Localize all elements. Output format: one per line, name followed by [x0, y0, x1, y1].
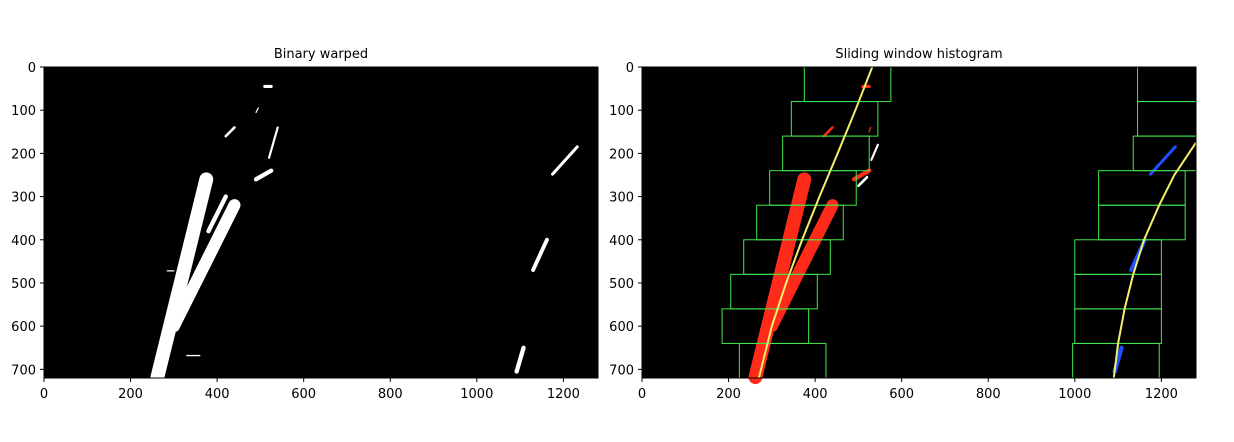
sliding-window-x-tick-label: 200 — [716, 387, 741, 402]
binary-warped-x-tick-label: 200 — [118, 387, 143, 402]
binary-warped-y-tick-label: 500 — [11, 277, 36, 292]
binary-warped-y-tick-label: 300 — [11, 191, 36, 206]
lane-pixel-blob — [206, 194, 228, 234]
binary-warped-x-tick-label: 1200 — [547, 387, 580, 402]
binary-warped-panel: Binary warped 0 200 400 600 800 1000 1200 0 100… — [11, 47, 599, 402]
sliding-window-x-tick-label: 400 — [803, 387, 828, 402]
binary-warped-y-tick-label: 600 — [11, 320, 36, 335]
sliding-window-x-tick-label: 1200 — [1145, 387, 1178, 402]
sliding-window-frame — [641, 66, 1197, 379]
binary-warped-x-tick-label: 1000 — [460, 387, 493, 402]
lane-pixel-blob — [253, 168, 274, 182]
sliding-window-title: Sliding window histogram — [835, 47, 1002, 62]
sliding-window-y-tick-label: 500 — [609, 277, 634, 292]
binary-warped-pixels — [150, 84, 579, 385]
lane-pixel-blob — [531, 237, 549, 272]
binary-warped-x-tick-label: 800 — [378, 387, 403, 402]
lane-pixel-blob — [167, 199, 241, 333]
sliding-window-panel: Sliding window histogram 0 200 400 600 800 10… — [609, 47, 1197, 402]
lane-pixel-blob — [224, 126, 236, 138]
left-lane-pixel-blob — [765, 199, 839, 333]
right-lane-fit-curve — [1112, 142, 1197, 379]
sliding-window-y-tick-label: 400 — [609, 234, 634, 249]
lane-pixel-blob — [514, 345, 526, 374]
sliding-window-y-tick-label: 0 — [626, 61, 634, 76]
sliding-windows — [721, 66, 1197, 379]
sliding-window-y-tick-label: 200 — [609, 147, 634, 162]
binary-warped-y-tick-label: 700 — [11, 363, 36, 378]
sliding-window-x-ticks: 0 200 400 600 800 1000 1200 — [638, 378, 1178, 402]
binary-warped-x-tick-label: 600 — [291, 387, 316, 402]
sliding-window-image-background — [642, 67, 1196, 378]
sliding-window-y-tick-label: 300 — [609, 191, 634, 206]
binary-warped-x-ticks: 0 200 400 600 800 1000 1200 — [40, 378, 580, 402]
binary-warped-frame — [43, 66, 599, 379]
sliding-window-y-tick-label: 100 — [609, 104, 634, 119]
binary-warped-y-tick-label: 200 — [11, 147, 36, 162]
sliding-window-y-ticks: 0 100 200 300 400 500 600 700 — [609, 61, 642, 378]
binary-warped-y-ticks: 0 100 200 300 400 500 600 700 — [11, 61, 44, 378]
lane-pixel-blob — [267, 126, 279, 159]
lane-pixel-blob — [255, 107, 259, 114]
sliding-window-x-tick-label: 600 — [889, 387, 914, 402]
left-lane-pixel-blob — [822, 126, 834, 138]
polynomial-fits — [757, 66, 1197, 379]
binary-warped-y-tick-label: 0 — [28, 61, 36, 76]
left-lane-pixel-blob — [748, 172, 812, 385]
sliding-window-x-tick-label: 800 — [976, 387, 1001, 402]
right-lane-pixel-blob — [1149, 145, 1177, 176]
binary-warped-y-tick-label: 400 — [11, 234, 36, 249]
binary-warped-y-tick-label: 100 — [11, 104, 36, 119]
sliding-window-y-tick-label: 600 — [609, 320, 634, 335]
sliding-window-pixels — [748, 84, 1177, 385]
lane-pixel-blob — [150, 172, 214, 385]
sliding-window-x-tick-label: 0 — [638, 387, 646, 402]
lane-pixel-blob — [551, 145, 579, 176]
left-lane-fit-curve — [757, 66, 874, 379]
binary-warped-x-tick-label: 400 — [205, 387, 230, 402]
left-lane-pixel-blob — [868, 126, 872, 133]
binary-warped-x-tick-label: 0 — [40, 387, 48, 402]
binary-warped-image-background — [44, 67, 598, 378]
sliding-window-x-tick-label: 1000 — [1058, 387, 1091, 402]
unassigned-pixel-blob — [870, 143, 879, 161]
binary-warped-title: Binary warped — [274, 47, 368, 62]
sliding-window-y-tick-label: 700 — [609, 363, 634, 378]
unassigned-pixel-blob — [857, 175, 869, 188]
